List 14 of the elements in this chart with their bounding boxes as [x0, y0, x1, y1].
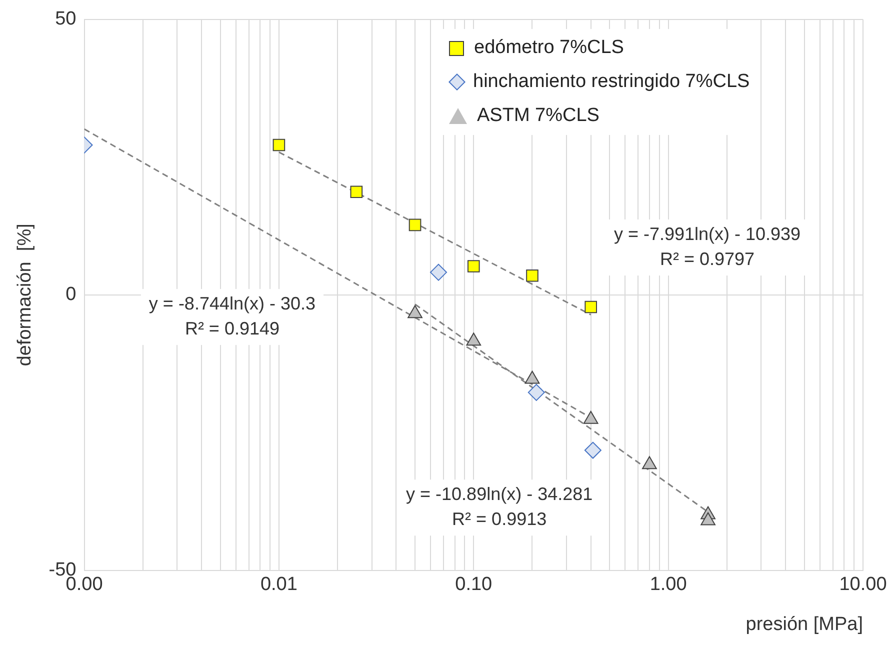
x-axis-title: presión [MPa] — [746, 614, 863, 635]
legend-label: edómetro 7%CLS — [474, 37, 624, 60]
annotation: y = -7.991ln(x) - 10.939 R² = 0.9797 — [614, 224, 801, 269]
y-tick-label: 0 — [66, 284, 76, 306]
annotation: y = -10.89ln(x) - 34.281 R² = 0.9913 — [406, 484, 593, 530]
annotation: y = -8.744ln(x) - 30.3 R² = 0.9149 — [148, 293, 316, 338]
x-tick-label: 0.01 — [260, 574, 298, 596]
y-axis-title: deformación [%] — [14, 224, 36, 366]
x-tick-label: 10.00 — [839, 574, 887, 596]
x-tick-label: 1.00 — [650, 574, 687, 596]
legend-label: ASTM 7%CLS — [477, 105, 600, 128]
x-tick-label: 0.10 — [455, 574, 492, 596]
legend-label: hinchamiento restringido 7%CLS — [473, 71, 750, 94]
y-tick-label: 50 — [55, 8, 76, 30]
